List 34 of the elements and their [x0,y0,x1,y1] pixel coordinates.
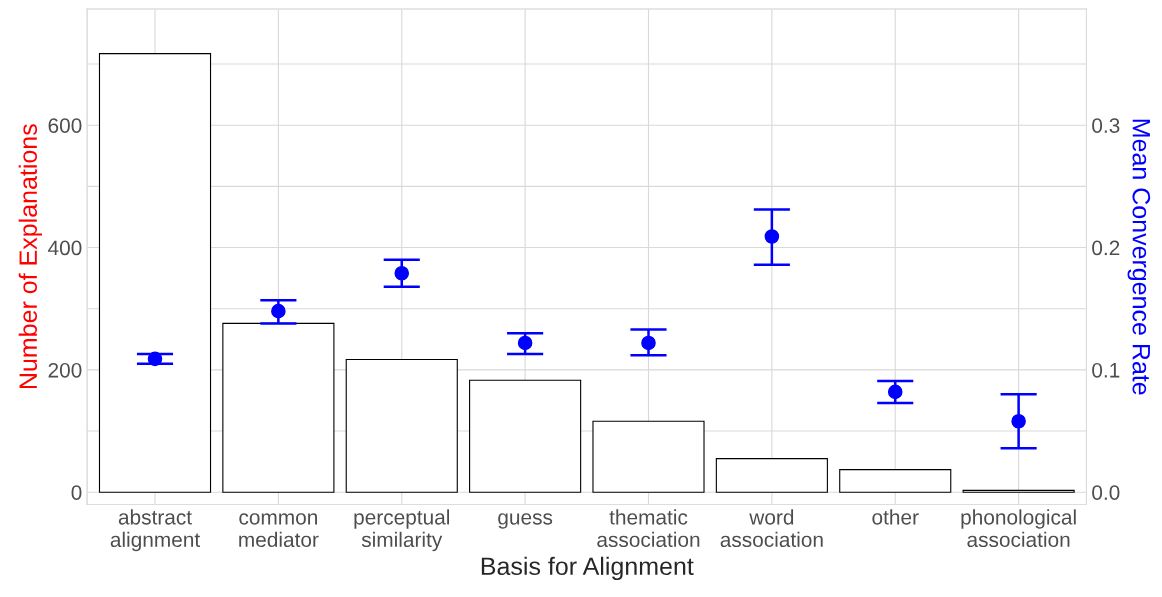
y2-tick-label: 0.1 [1092,362,1120,378]
x-tick-label: abstract alignment [110,509,201,552]
bar [345,358,458,493]
point [517,335,533,351]
y-tick-label: 600 [48,118,82,133]
point [147,351,163,367]
x-tick-label: thematic association [597,509,700,548]
bar [222,322,335,493]
y-axis-title: Number of Explanations [18,124,42,389]
bar [839,469,952,493]
point [764,229,780,244]
x-tick-label: word association [720,509,823,548]
bar [592,420,705,493]
x-tick-label: perceptual similarity [354,509,450,552]
point [887,384,903,400]
bar [715,458,828,493]
x-axis-title: Basis for Alignment [481,556,694,581]
y-tick-label: 400 [48,240,82,256]
y2-tick-label: 0.2 [1092,240,1120,256]
bar [469,379,582,493]
point [271,303,286,319]
x-tick-label: guess [498,513,553,529]
y-tick-label: 200 [48,362,82,378]
y2-tick-label: 0.3 [1092,118,1120,133]
y2-tick-label: 0.0 [1092,485,1120,500]
x-tick-label: common mediator [239,513,319,548]
x-tick-label: other [872,509,919,525]
point [641,335,656,351]
bar [98,53,212,493]
point [1011,413,1026,429]
y-tick-label: 0 [71,485,82,500]
x-tick-label: phonological association [961,509,1076,548]
point [394,265,410,281]
y2-axis-title: Mean Convergence Rate [1127,119,1151,395]
